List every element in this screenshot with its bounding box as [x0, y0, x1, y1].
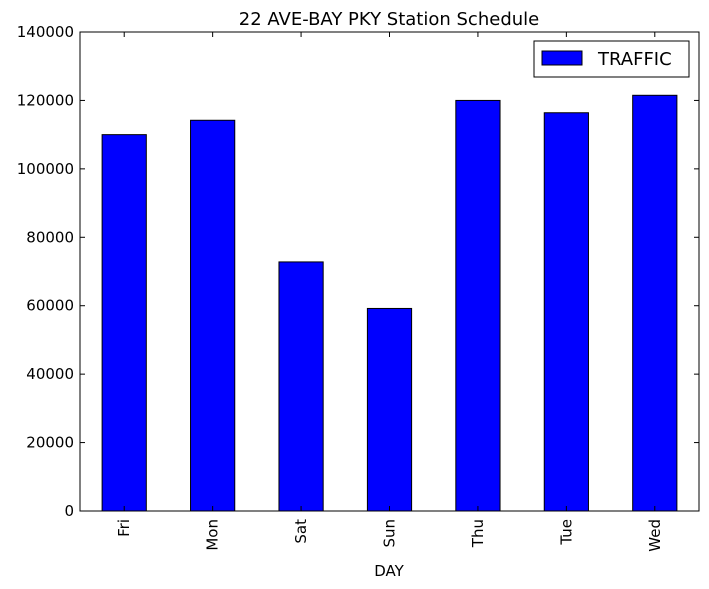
x-tick-label: Sun: [381, 519, 399, 548]
x-tick-label: Tue: [557, 519, 575, 546]
x-axis-label: DAY: [374, 562, 404, 580]
plot-frame: [79, 31, 700, 512]
y-tick-label: 40000: [26, 365, 74, 383]
x-tick-label: Sat: [292, 519, 310, 544]
y-tick-label: 20000: [26, 434, 74, 452]
legend-label: TRAFFIC: [597, 49, 672, 70]
bar-wed: [632, 94, 678, 512]
y-tick-label: 0: [64, 502, 74, 520]
bar-tue: [543, 112, 589, 512]
y-tick-label: 120000: [17, 91, 74, 109]
y-tick-label: 80000: [26, 228, 74, 246]
x-tick-label: Wed: [646, 519, 664, 552]
legend-swatch: [541, 50, 583, 66]
x-tick-label: Fri: [115, 519, 133, 537]
y-tick-label: 60000: [26, 297, 74, 315]
x-tick-label: Mon: [204, 519, 222, 551]
bar-sun: [366, 307, 413, 512]
bars-group: [101, 94, 678, 512]
y-tick-label: 140000: [17, 23, 74, 41]
bar-mon: [190, 119, 236, 512]
y-tick-label: 100000: [17, 160, 74, 178]
x-axis: Fri Mon Sat Sun Thu Tue Wed: [115, 32, 664, 552]
y-axis: 0 20000 40000 60000 80000 100000 120000 140000: [17, 23, 699, 520]
bar-thu: [455, 99, 501, 512]
legend: TRAFFIC: [533, 40, 690, 78]
bar-fri: [101, 134, 147, 512]
bar-sat: [278, 261, 324, 512]
chart-title: 22 AVE-BAY PKY Station Schedule: [239, 9, 539, 30]
x-tick-label: Thu: [469, 519, 487, 548]
